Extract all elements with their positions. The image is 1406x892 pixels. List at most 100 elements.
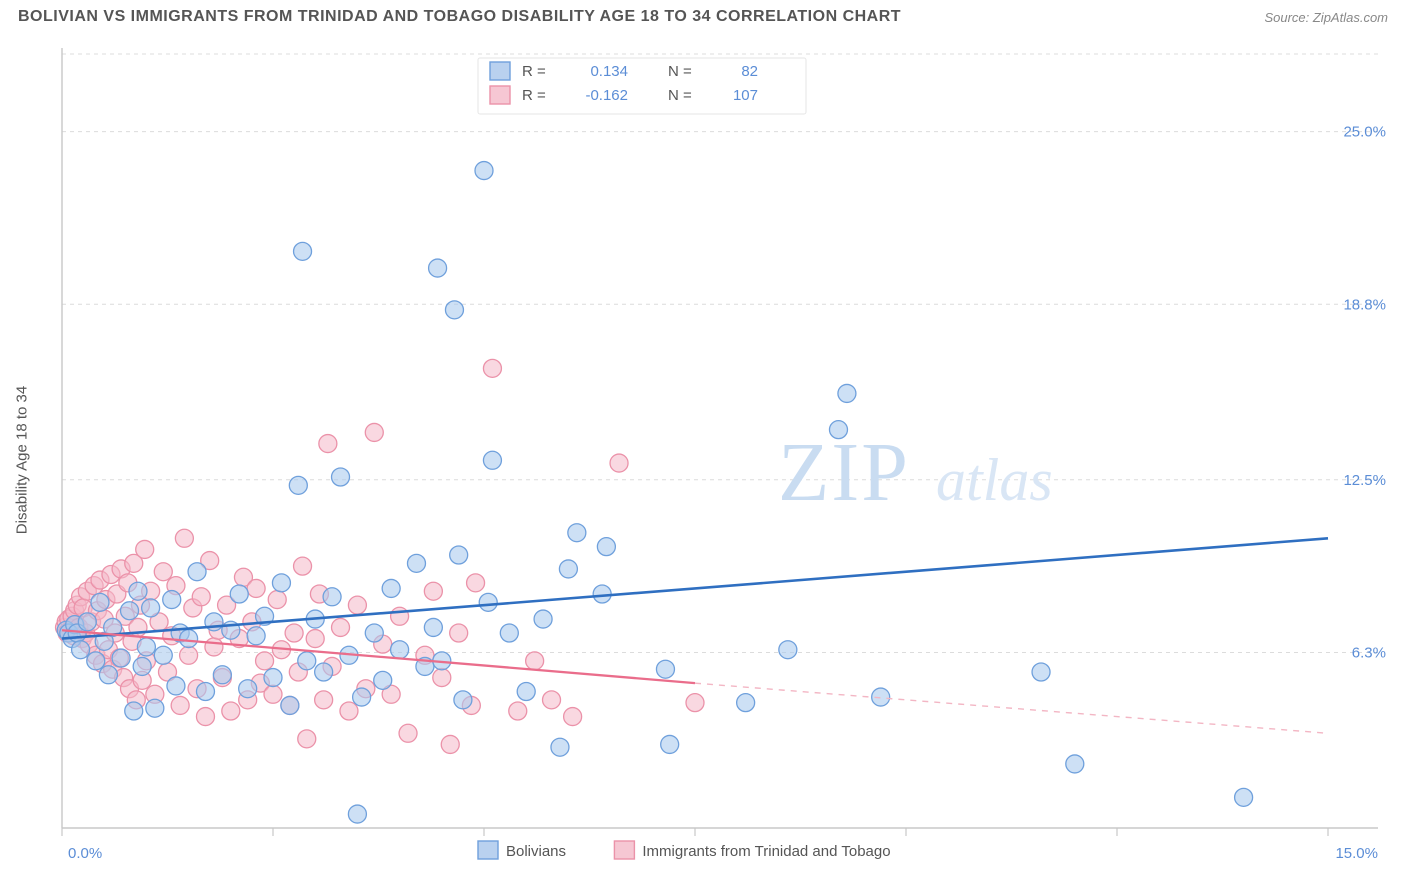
data-point xyxy=(382,579,400,597)
data-point xyxy=(526,652,544,670)
data-point xyxy=(272,574,290,592)
data-point xyxy=(196,708,214,726)
data-point xyxy=(483,451,501,469)
trend-trinidad-extrapolated xyxy=(695,683,1328,733)
data-point xyxy=(391,607,409,625)
data-point xyxy=(348,805,366,823)
data-point xyxy=(91,593,109,611)
data-point xyxy=(500,624,518,642)
svg-text:107: 107 xyxy=(733,87,758,104)
svg-text:0.134: 0.134 xyxy=(590,63,628,80)
data-point xyxy=(479,593,497,611)
data-point xyxy=(264,685,282,703)
data-point xyxy=(610,454,628,472)
data-point xyxy=(319,435,337,453)
data-point xyxy=(433,669,451,687)
data-point xyxy=(445,301,463,319)
data-point xyxy=(268,591,286,609)
data-point xyxy=(568,524,586,542)
data-point xyxy=(323,588,341,606)
svg-text:-0.162: -0.162 xyxy=(585,87,628,104)
data-point xyxy=(121,602,139,620)
data-point xyxy=(779,641,797,659)
data-point xyxy=(125,702,143,720)
data-point xyxy=(180,630,198,648)
data-point xyxy=(429,259,447,277)
data-point xyxy=(294,557,312,575)
data-point xyxy=(564,708,582,726)
watermark: ZIP xyxy=(778,426,910,519)
data-point xyxy=(838,384,856,402)
data-point xyxy=(1235,788,1253,806)
chart-source: Source: ZipAtlas.com xyxy=(1264,10,1388,25)
data-point xyxy=(597,538,615,556)
data-point xyxy=(154,563,172,581)
data-point xyxy=(154,646,172,664)
data-point xyxy=(167,677,185,695)
data-point xyxy=(163,591,181,609)
stats-legend: R =0.134N =82R =-0.162N =107 xyxy=(478,58,806,114)
data-point xyxy=(230,585,248,603)
data-point xyxy=(365,423,383,441)
y-tick-label: 25.0% xyxy=(1343,124,1386,141)
data-point xyxy=(315,663,333,681)
data-point xyxy=(559,560,577,578)
data-point xyxy=(87,652,105,670)
data-point xyxy=(99,666,117,684)
data-point xyxy=(340,702,358,720)
data-point xyxy=(205,638,223,656)
data-point xyxy=(391,641,409,659)
data-point xyxy=(656,660,674,678)
data-point xyxy=(146,699,164,717)
data-point xyxy=(175,529,193,547)
data-point xyxy=(213,666,231,684)
data-point xyxy=(281,696,299,714)
data-point xyxy=(1032,663,1050,681)
svg-text:N =: N = xyxy=(668,63,692,80)
data-point xyxy=(424,618,442,636)
data-point xyxy=(454,691,472,709)
chart-title: BOLIVIAN VS IMMIGRANTS FROM TRINIDAD AND… xyxy=(18,8,901,26)
scatter-chart: 6.3%12.5%18.8%25.0%0.0%15.0%ZIPatlasR =0… xyxy=(18,40,1388,880)
y-tick-label: 6.3% xyxy=(1352,645,1386,662)
data-point xyxy=(1066,755,1084,773)
data-point xyxy=(407,554,425,572)
data-point xyxy=(294,242,312,260)
data-point xyxy=(256,652,274,670)
data-point xyxy=(264,669,282,687)
data-point xyxy=(543,691,561,709)
data-point xyxy=(142,599,160,617)
series-bolivians xyxy=(57,162,1252,824)
data-point xyxy=(374,671,392,689)
data-point xyxy=(78,613,96,631)
data-point xyxy=(872,688,890,706)
data-point xyxy=(348,596,366,614)
data-point xyxy=(133,657,151,675)
data-point xyxy=(239,680,257,698)
data-point xyxy=(192,588,210,606)
x-tick-label: 15.0% xyxy=(1335,845,1378,862)
data-point xyxy=(247,579,265,597)
series-legend: Bolivians Immigrants from Trinidad and To… xyxy=(478,841,891,860)
data-point xyxy=(353,688,371,706)
y-tick-label: 12.5% xyxy=(1343,472,1386,489)
data-point xyxy=(450,546,468,564)
chart-container: Disability Age 18 to 34 6.3%12.5%18.8%25… xyxy=(18,40,1388,880)
data-point xyxy=(475,162,493,180)
data-point xyxy=(467,574,485,592)
y-axis-label: Disability Age 18 to 34 xyxy=(14,386,31,534)
svg-text:R =: R = xyxy=(522,87,546,104)
data-point xyxy=(247,627,265,645)
legend-label: Immigrants from Trinidad and Tobago xyxy=(642,843,890,860)
legend-label: Bolivians xyxy=(506,843,566,860)
data-point xyxy=(112,649,130,667)
svg-text:82: 82 xyxy=(741,63,758,80)
data-point xyxy=(72,641,90,659)
data-point xyxy=(551,738,569,756)
data-point xyxy=(365,624,383,642)
data-point xyxy=(450,624,468,642)
data-point xyxy=(188,563,206,581)
data-point xyxy=(441,735,459,753)
data-point xyxy=(289,476,307,494)
data-point xyxy=(332,468,350,486)
